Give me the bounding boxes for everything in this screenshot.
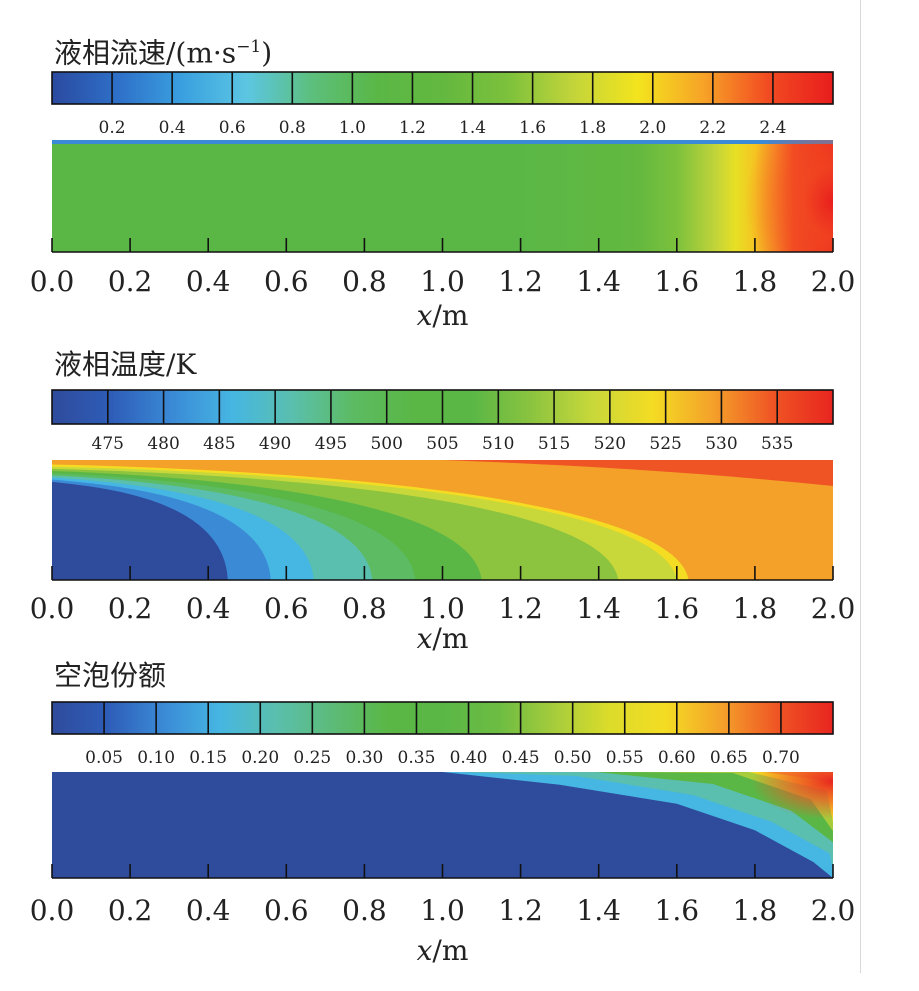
colorbar-tick-label: 480 <box>147 434 179 454</box>
x-tick-label: 0.0 <box>30 592 75 625</box>
colorbar-tick-label: 0.20 <box>241 748 279 768</box>
x-tick-label: 1.8 <box>733 894 778 927</box>
colorbar-tick-label: 0.10 <box>137 748 175 768</box>
field-map <box>52 772 833 878</box>
x-tick-label: 1.2 <box>498 592 543 625</box>
colorbar-tick-label: 0.25 <box>293 748 331 768</box>
colorbar-tick-label: 0.60 <box>658 748 696 768</box>
x-tick-label: 0.2 <box>108 265 153 298</box>
x-tick-label: 0.8 <box>342 592 387 625</box>
x-tick-label: 1.0 <box>420 265 465 298</box>
colorbar-tick-label: 475 <box>92 434 124 454</box>
colorbar-gradient <box>52 72 833 104</box>
field-map <box>52 460 833 580</box>
colorbar-tick-label: 490 <box>259 434 291 454</box>
colorbar-tick-label: 1.0 <box>339 118 366 138</box>
colorbar-tick-label: 0.35 <box>398 748 436 768</box>
x-tick-label: 1.6 <box>655 265 700 298</box>
colorbar-tick-label: 0.4 <box>159 118 186 138</box>
colorbar-tick-label: 530 <box>705 434 737 454</box>
x-tick-label: 1.6 <box>655 894 700 927</box>
x-tick-label: 0.8 <box>342 265 387 298</box>
x-tick-label: 1.2 <box>498 894 543 927</box>
colorbar-frame <box>51 389 834 425</box>
colorbar-tick-label: 0.15 <box>189 748 227 768</box>
velocity-field <box>52 140 833 252</box>
colorbar-tick-label: 500 <box>370 434 402 454</box>
x-tick-label: 1.0 <box>420 592 465 625</box>
colorbar-tick-label: 0.65 <box>710 748 748 768</box>
x-tick-label: 1.0 <box>420 894 465 927</box>
x-tick-label: 0.2 <box>108 592 153 625</box>
colorbar-tick-label: 485 <box>203 434 235 454</box>
x-tick-label: 0.0 <box>30 894 75 927</box>
colorbar-tick-label: 0.05 <box>85 748 123 768</box>
colorbar-tick-label: 1.8 <box>579 118 606 138</box>
colorbar-tick-label: 0.70 <box>762 748 800 768</box>
velocity-title: 液相流速/(m·s−1) <box>54 36 273 70</box>
x-axis-label: x/m <box>417 934 469 967</box>
x-tick-label: 0.0 <box>30 265 75 298</box>
colorbar-tick-label: 505 <box>426 434 458 454</box>
colorbar-tick-label: 515 <box>538 434 570 454</box>
temperature-title: 液相温度/K <box>54 348 197 381</box>
x-tick-label: 0.4 <box>186 592 231 625</box>
x-axis-label: x/m <box>417 299 469 332</box>
colorbar-tick-label: 0.55 <box>606 748 644 768</box>
x-tick-label: 1.6 <box>655 592 700 625</box>
colorbar-tick-label: 535 <box>761 434 793 454</box>
x-tick-label: 1.4 <box>576 894 621 927</box>
outlet-high-velocity <box>735 140 833 252</box>
temperature-chart: 475 480 485 490 495 500 505 510 515 520 525 530 535 0… <box>30 389 856 655</box>
colorbar-gradient <box>52 702 833 734</box>
colorbar-tick-label: 495 <box>315 434 347 454</box>
colorbar-tick-label: 2.0 <box>639 118 666 138</box>
x-tick-label: 0.6 <box>264 894 309 927</box>
x-tick-label: 2.0 <box>811 894 856 927</box>
colorbar-frame <box>51 701 834 735</box>
x-tick-label: 1.8 <box>733 265 778 298</box>
temperature-band <box>442 460 833 486</box>
x-tick-label: 2.0 <box>811 265 856 298</box>
void-fraction-title: 空泡份额 <box>54 659 167 692</box>
colorbar-tick-label: 1.4 <box>459 118 486 138</box>
colorbar-tick-label: 1.6 <box>519 118 546 138</box>
void-fraction-peak <box>696 772 833 836</box>
x-axis-label: x/m <box>417 622 469 655</box>
x-tick-label: 0.8 <box>342 894 387 927</box>
x-tick-label: 0.4 <box>186 265 231 298</box>
colorbar-tick-label: 0.40 <box>450 748 488 768</box>
void-fraction-panel: 空泡份额 0.05 0.10 0.15 0.20 0.25 0.30 0.35 0.40 0.4… <box>0 655 919 991</box>
velocity-chart: 0.2 0.4 0.6 0.8 1.0 1.2 1.4 1.6 1.8 2.0 2.2 2.4 0.0 0… <box>30 71 856 332</box>
x-tick-label: 2.0 <box>811 592 856 625</box>
colorbar-tick-label: 0.50 <box>554 748 592 768</box>
temperature-band <box>52 481 228 580</box>
x-tick-label: 0.6 <box>264 592 309 625</box>
colorbar-tick-label: 1.2 <box>399 118 426 138</box>
colorbar-tick-label: 0.45 <box>502 748 540 768</box>
colorbar-tick-label: 0.30 <box>345 748 383 768</box>
colorbar-tick-label: 510 <box>482 434 514 454</box>
colorbar-tick-label: 2.4 <box>759 118 786 138</box>
x-tick-label: 1.4 <box>576 592 621 625</box>
colorbar-tick-label: 520 <box>594 434 626 454</box>
colorbar-tick-label: 0.8 <box>279 118 306 138</box>
field-map <box>52 140 833 252</box>
colorbar-frame <box>51 71 834 105</box>
x-tick-label: 1.2 <box>498 265 543 298</box>
x-tick-label: 0.4 <box>186 894 231 927</box>
x-tick-label: 1.8 <box>733 592 778 625</box>
colorbar-tick-label: 525 <box>649 434 681 454</box>
x-tick-label: 0.6 <box>264 265 309 298</box>
x-tick-label: 1.4 <box>576 265 621 298</box>
wall-layer <box>52 140 833 144</box>
colorbar-tick-label: 0.6 <box>219 118 246 138</box>
x-tick-label: 0.2 <box>108 894 153 927</box>
colorbar-tick-label: 0.2 <box>99 118 126 138</box>
temperature-panel: 液相温度/K 475 480 485 490 495 500 505 510 515 520 525… <box>0 330 919 655</box>
velocity-panel: 液相流速/(m·s−1) 0.2 0.4 0.6 0.8 1.0 1.2 1.4 1.6 1.8… <box>0 0 919 332</box>
colorbar-tick-label: 2.2 <box>699 118 726 138</box>
void-fraction-chart: 0.05 0.10 0.15 0.20 0.25 0.30 0.35 0.40 0.45 0.50… <box>30 701 856 967</box>
